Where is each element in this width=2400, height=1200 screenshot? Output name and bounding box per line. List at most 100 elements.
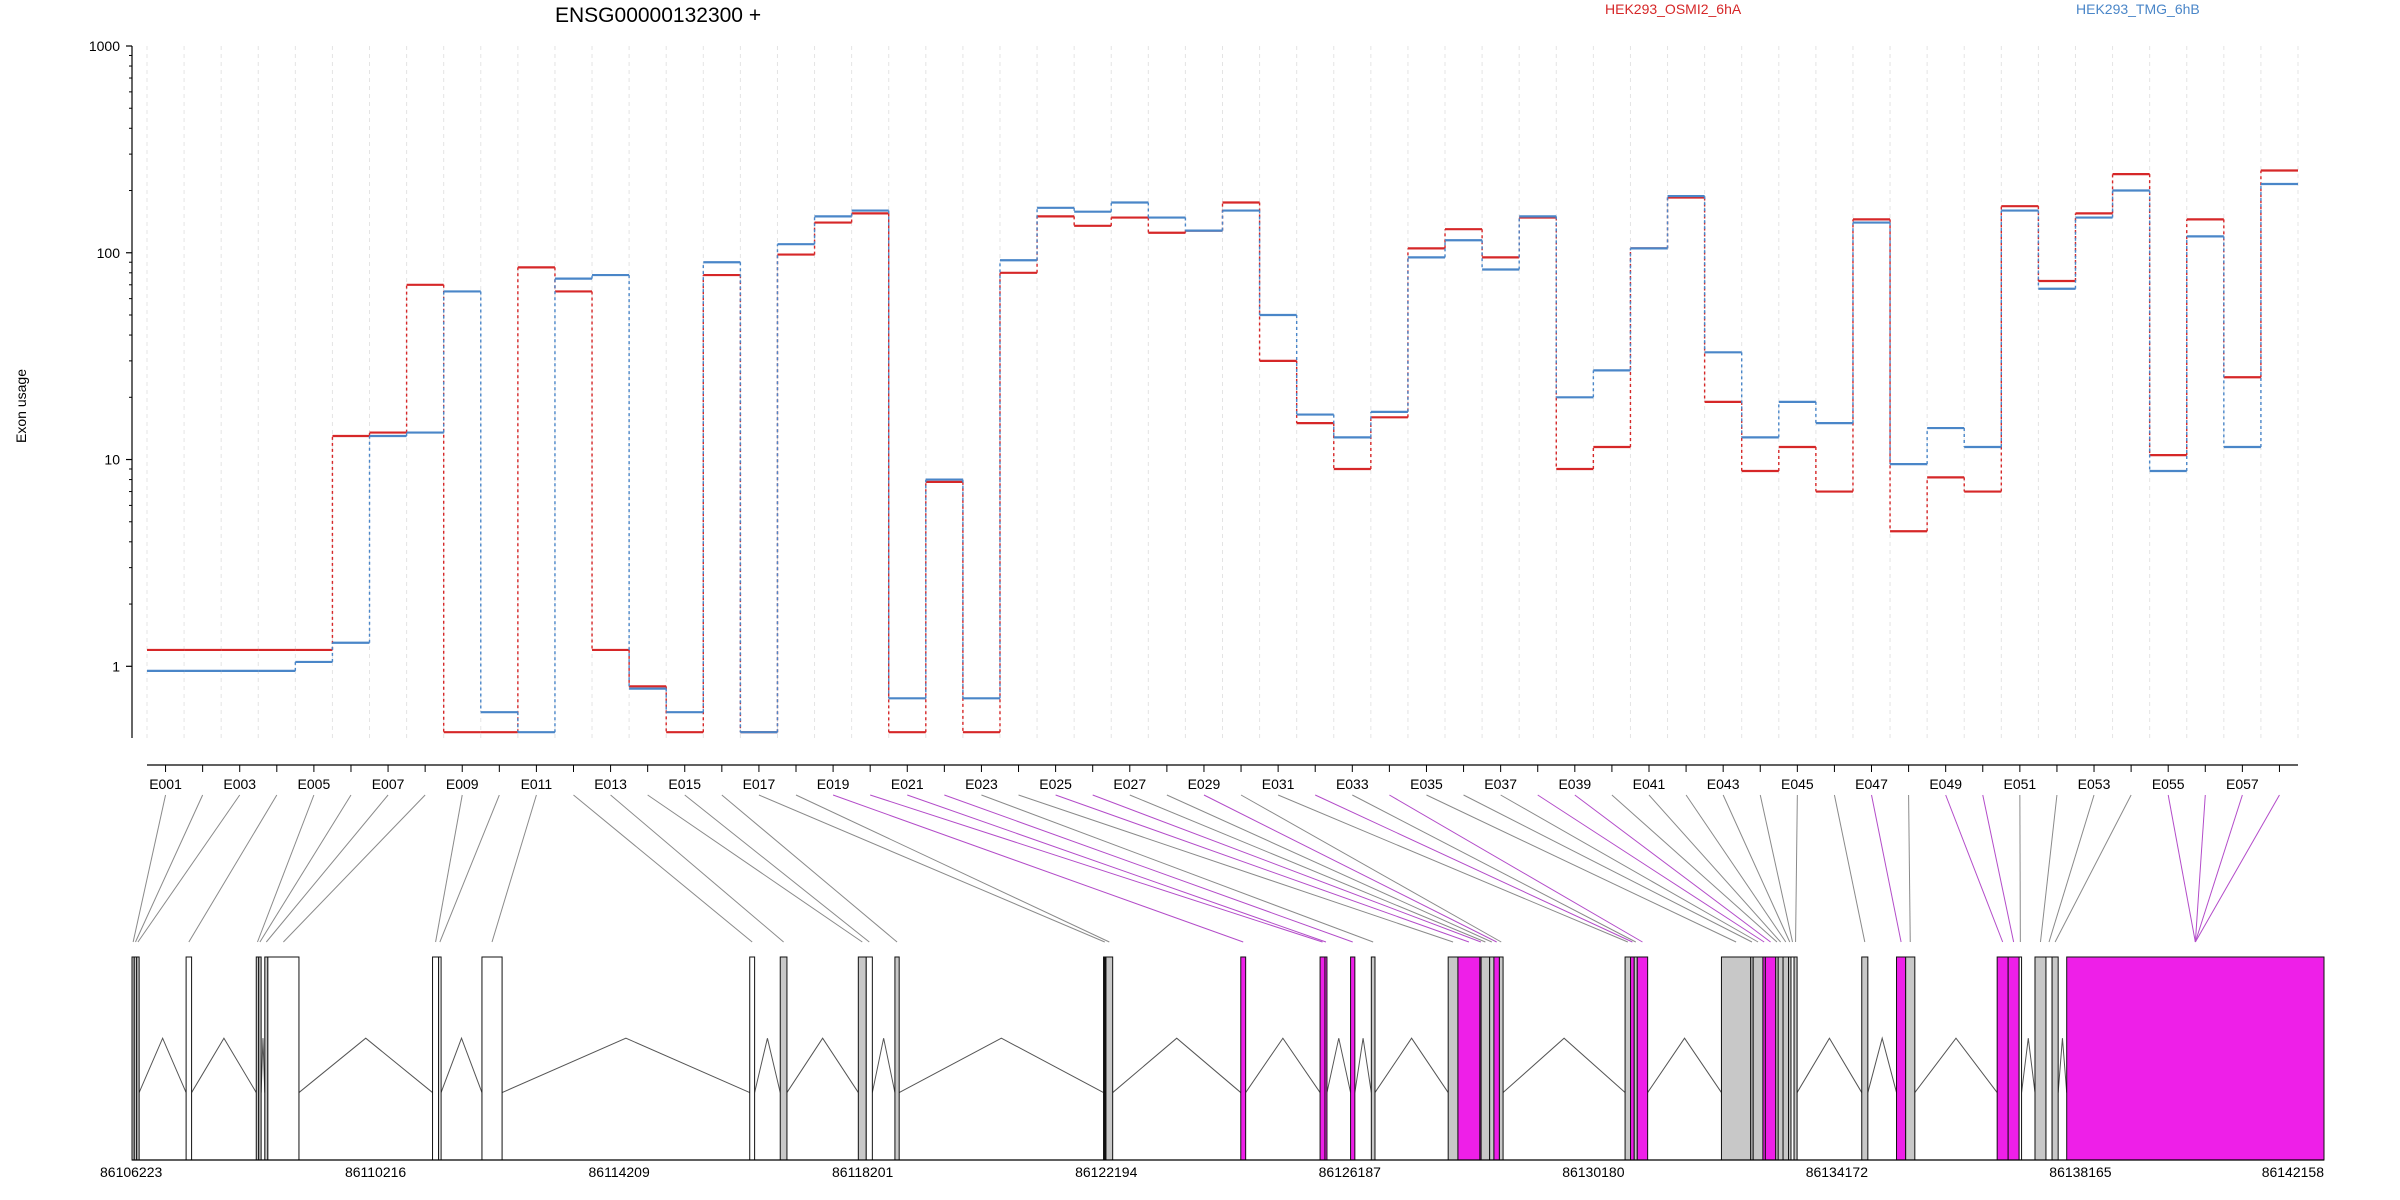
exon-connector [2167,794,2196,943]
exon-connector [1092,794,1482,943]
exon-connector [870,794,1323,943]
intron [754,1038,781,1093]
exon-connector [1352,794,1636,943]
exon-connector [758,794,1105,943]
exon-connector [1500,794,1759,943]
intron [191,1037,257,1093]
exon-connector [1611,794,1778,943]
exon-tick-label: E025 [1039,776,1072,792]
gene-exon [1896,956,1907,1161]
exon-connector [2054,794,2132,943]
genomic-tick-label: 86118201 [832,1164,893,1180]
y-tick-label: 1000 [89,38,120,54]
intron [1502,1037,1626,1093]
gene-exon [1793,956,1798,1161]
exon-connector [1871,794,1902,943]
gene-exon [432,956,440,1161]
y-tick-label: 1 [112,658,120,674]
exon-connector [1722,794,1791,943]
exon-connector [1240,794,1502,943]
gene-exon [1457,956,1481,1161]
gene-exon [2051,956,2059,1161]
legend-series-1: HEK293_OSMI2_6hA [1605,1,1742,17]
gene-exon [857,956,867,1161]
exon-connector [1389,794,1643,943]
exon-connector [491,794,537,943]
exon-connector [981,794,1374,943]
exon-connectors [132,794,2280,943]
genomic-tick-label: 86122194 [1075,1164,1138,1180]
gene-exon [2007,956,2020,1161]
gene-exon [1489,956,1495,1161]
intron [501,1037,750,1094]
exon-connector [1055,794,1470,943]
exon-connector [721,794,898,943]
intron [440,1036,483,1093]
exon-tick-label: E045 [1781,776,1814,792]
gene-exon [1105,956,1114,1161]
exon-connector [944,794,1353,943]
exon-connector [1463,794,1753,943]
exon-tick-label: E031 [1262,776,1295,792]
gene-exon [1752,956,1764,1161]
exon-tick-label: E001 [149,776,182,792]
genomic-tick-label: 86138165 [2049,1164,2112,1180]
exon-connector [1945,794,2004,943]
gene-exon [2034,956,2047,1161]
exon-connector [2194,794,2243,943]
exon-connector [1833,794,1866,943]
intron [1647,1037,1722,1093]
gene-exon [1480,956,1491,1161]
genomic-tick-label: 86130180 [1562,1164,1625,1180]
intron [1914,1037,1998,1093]
gene-exon [1498,956,1504,1161]
gene-exon [1624,956,1632,1161]
gene-exon [2045,956,2053,1161]
exon-connector [1908,794,1911,943]
exon-tick-label: E015 [668,776,701,792]
gene-exon [1861,956,1869,1161]
intron [1374,1037,1449,1093]
exon-connector [1315,794,1633,943]
gene-exon [1764,956,1777,1161]
gene-exon [267,956,300,1161]
exon-tick-label: E003 [223,776,256,792]
exon-tick-label: E005 [298,776,331,792]
exon-connector [2194,794,2280,943]
exon-connector [647,794,863,943]
gene-exon [185,956,193,1161]
gene-model [131,956,2325,1161]
exon-connector [1018,794,1454,943]
exon-connector [137,794,241,943]
exon-tick-label: E053 [2078,776,2111,792]
exon-tick-label: E037 [1484,776,1517,792]
gene-exon [1240,956,1247,1161]
intron [2021,1038,2036,1093]
gene-exon [749,956,756,1161]
gene-exon [2018,956,2023,1161]
exon-connector [435,794,463,943]
genomic-tick-label: 86134172 [1806,1164,1869,1180]
gene-exon [1996,956,2009,1161]
intron [1326,1038,1352,1093]
gene-exon [1447,956,1459,1161]
intron [1245,1037,1321,1093]
gene-exon [136,956,140,1161]
gene-exon [1777,956,1784,1161]
exon-connector [439,794,500,943]
genomic-tick-label: 86114209 [589,1164,650,1180]
intron [2057,1038,2068,1093]
intron [260,1038,266,1093]
exon-connector [265,794,389,943]
exon-connector [1648,794,1781,943]
y-tick-label: 10 [104,452,120,468]
exon-connector [132,794,167,943]
intron [1867,1036,1898,1093]
exon-connector [2194,794,2206,943]
exon-connector [907,794,1327,943]
intron [1354,1038,1372,1093]
exon-connector [1795,794,1798,943]
exon-connector [2048,794,2095,943]
exon-tick-label: E047 [1855,776,1888,792]
